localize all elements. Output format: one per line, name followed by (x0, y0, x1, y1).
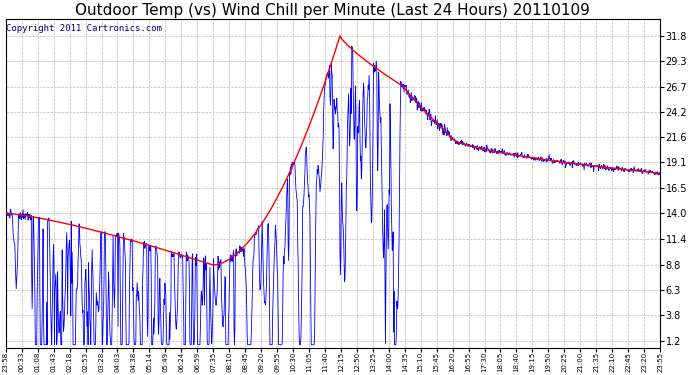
Title: Outdoor Temp (vs) Wind Chill per Minute (Last 24 Hours) 20110109: Outdoor Temp (vs) Wind Chill per Minute … (75, 3, 591, 18)
Text: Copyright 2011 Cartronics.com: Copyright 2011 Cartronics.com (6, 24, 162, 33)
